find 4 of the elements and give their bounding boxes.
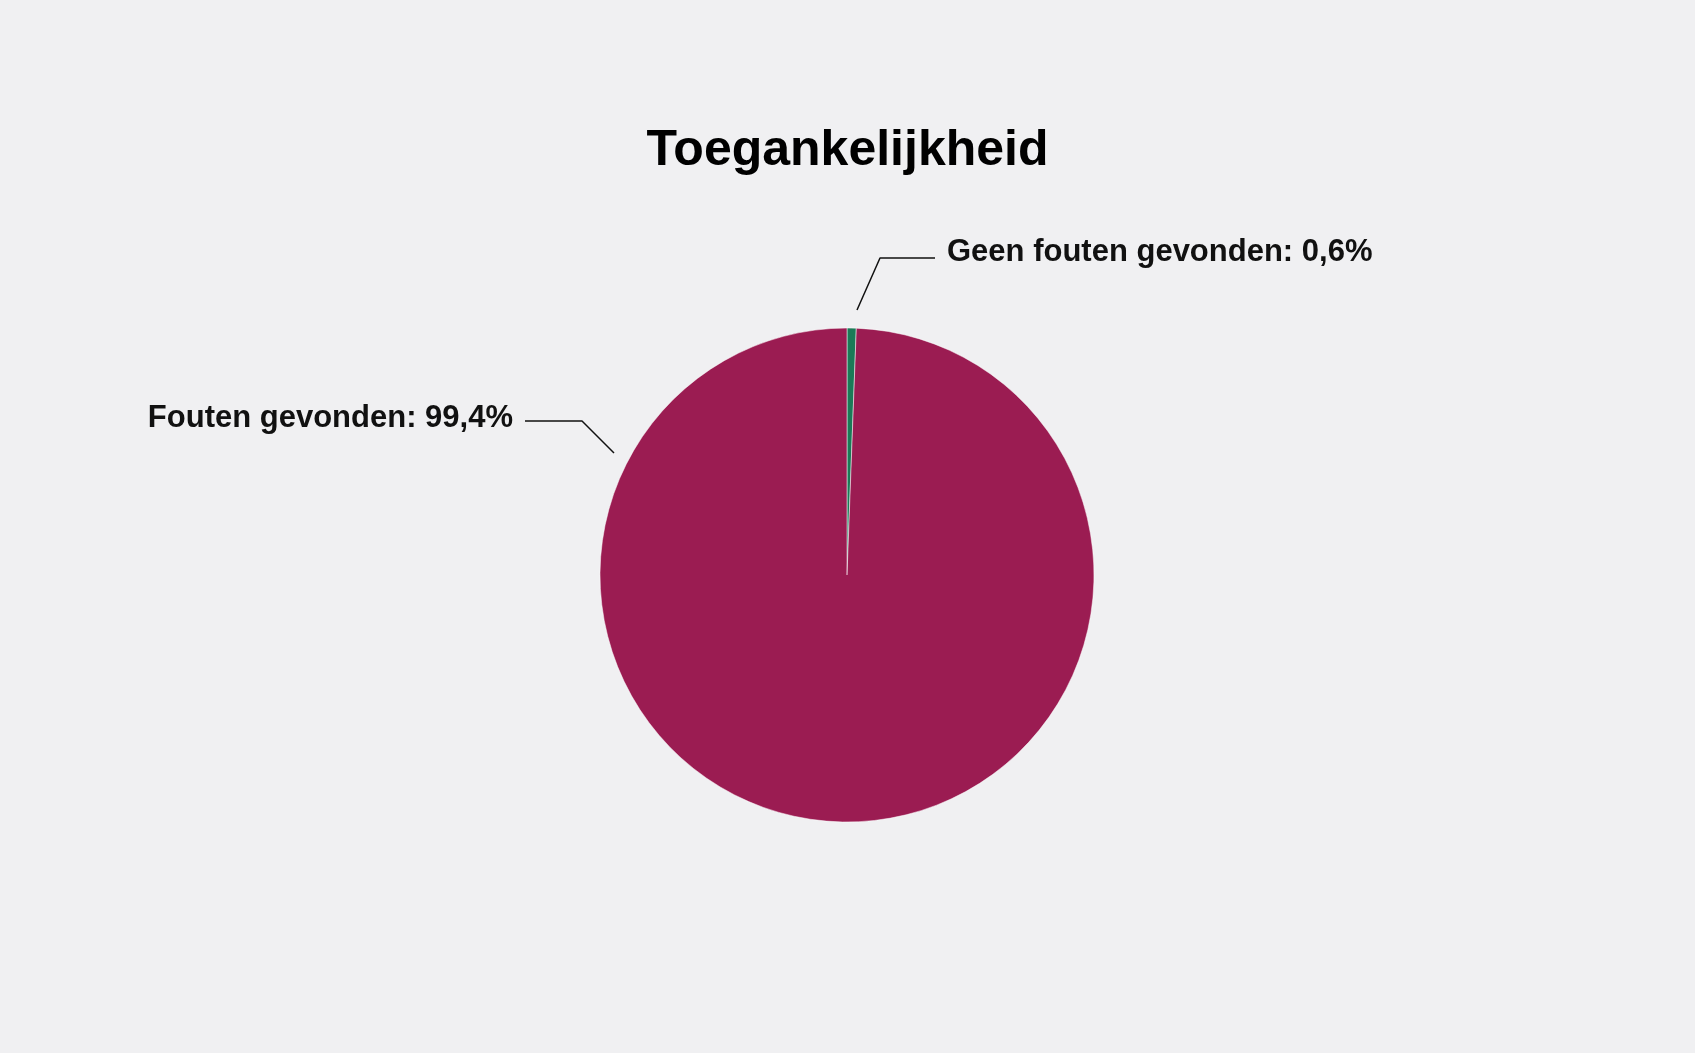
slice-label: Fouten gevonden: 99,4%	[147, 399, 513, 434]
pie-slice	[599, 327, 1095, 822]
slice-label: Geen fouten gevonden: 0,6%	[947, 233, 1373, 268]
chart-title: Toegankelijkheid	[646, 120, 1049, 176]
